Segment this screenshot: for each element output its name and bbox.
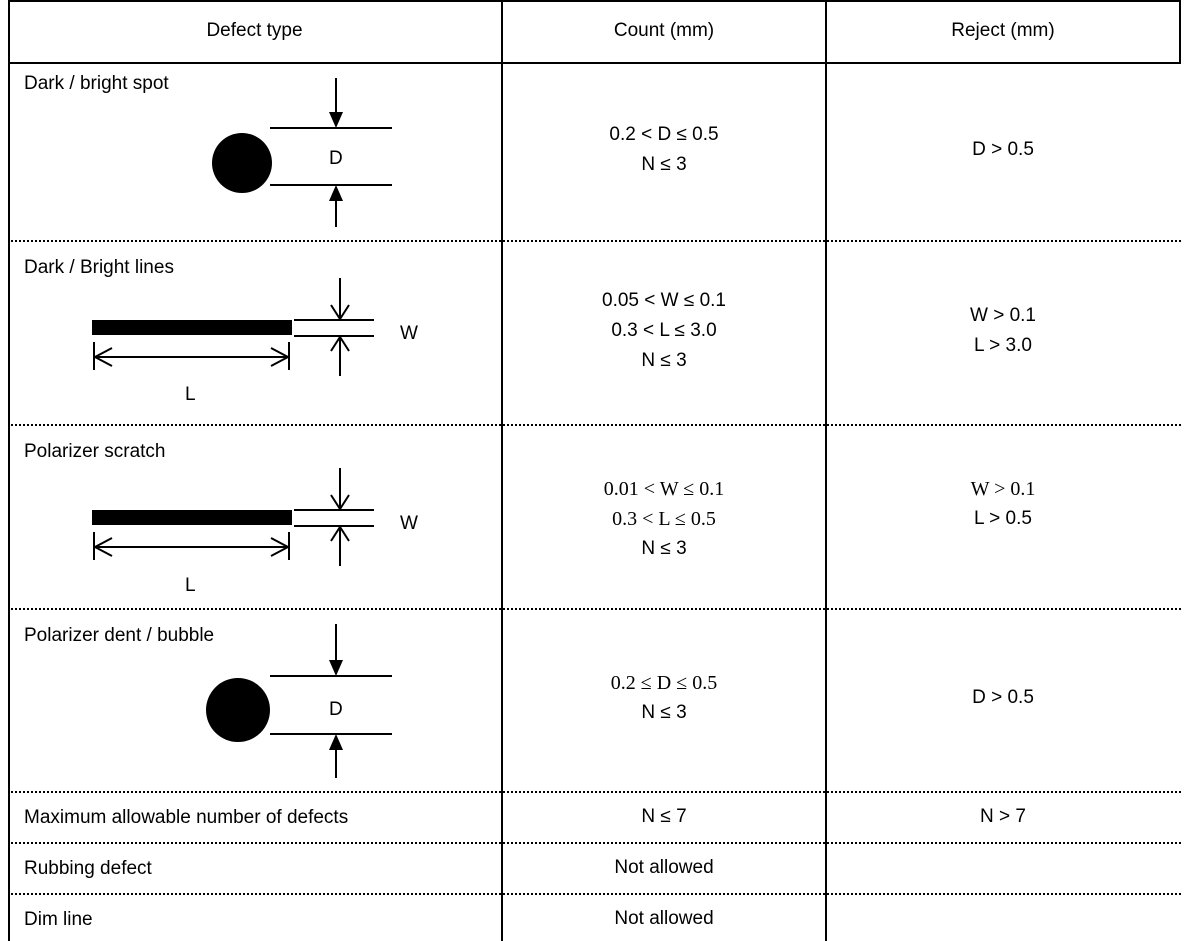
criteria-line: N ≤ 7 (641, 806, 687, 827)
line-width-length-diagram (92, 278, 374, 376)
header-divider (8, 62, 1181, 64)
criteria-line: D > 0.5 (972, 139, 1034, 160)
criteria-line: N ≤ 3 (641, 702, 687, 723)
table-border-right (1179, 0, 1181, 62)
criteria-line: L > 0.5 (974, 508, 1032, 529)
criteria-line: N ≤ 3 (641, 154, 687, 175)
table-border-top (8, 0, 1181, 2)
criteria-line: N ≤ 3 (641, 538, 687, 559)
column-divider-2 (825, 0, 827, 941)
reject-criteria: D > 0.5 (827, 683, 1179, 713)
criteria-line: 0.2 ≤ D ≤ 0.5 (610, 672, 718, 694)
defect-name: Dark / bright spot (24, 73, 169, 94)
count-criteria: 0.05 < W ≤ 0.1 0.3 < L ≤ 3.0 N ≤ 3 (503, 286, 825, 376)
diagram-label-d: D (329, 699, 343, 720)
reject-criteria: W > 0.1 L > 3.0 (827, 301, 1179, 361)
count-criteria: 0.2 ≤ D ≤ 0.5 N ≤ 3 (503, 668, 825, 728)
criteria-line: 0.01 < W ≤ 0.1 (603, 478, 725, 500)
criteria-line: Not allowed (614, 908, 714, 929)
count-criteria: Not allowed (503, 904, 825, 934)
defect-name: Dark / Bright lines (24, 257, 174, 278)
column-divider-1 (501, 0, 503, 941)
criteria-line: L > 3.0 (974, 335, 1032, 356)
diagram-label-l: L (185, 575, 196, 596)
table-border-left (8, 0, 10, 941)
dent-diameter-diagram (206, 624, 392, 778)
header-count: Count (mm) (613, 20, 715, 41)
criteria-line: 0.05 < W ≤ 0.1 (602, 290, 726, 311)
header-defect-type: Defect type (206, 20, 303, 41)
defect-name: Polarizer dent / bubble (24, 625, 215, 646)
criteria-line: N ≤ 3 (641, 350, 687, 371)
criteria-line: W > 0.1 (970, 478, 1036, 500)
count-criteria: 0.2 < D ≤ 0.5 N ≤ 3 (503, 120, 825, 180)
reject-criteria: W > 0.1 L > 0.5 (827, 474, 1179, 534)
defect-criteria-table: Defect type Count (mm) Reject (mm) Dark … (8, 0, 1181, 941)
header-reject: Reject (mm) (951, 20, 1055, 41)
scratch-width-length-diagram (92, 468, 374, 566)
count-criteria: 0.01 < W ≤ 0.1 0.3 < L ≤ 0.5 N ≤ 3 (503, 474, 825, 564)
spot-diameter-diagram (212, 78, 392, 227)
diagram-label-w: W (400, 323, 418, 344)
diagram-label-l: L (185, 384, 196, 405)
criteria-line: 0.3 < L ≤ 0.5 (612, 508, 716, 530)
row-divider (8, 240, 1181, 242)
count-criteria: Not allowed (503, 853, 825, 883)
diagram-label-d: D (329, 148, 343, 169)
row-divider (8, 791, 1181, 793)
criteria-line: W > 0.1 (970, 305, 1036, 326)
row-divider (8, 424, 1181, 426)
count-criteria: N ≤ 7 (503, 802, 825, 832)
defect-name: Dim line (24, 909, 93, 930)
diagram-label-w: W (400, 513, 418, 534)
reject-criteria: D > 0.5 (827, 135, 1179, 165)
row-divider (8, 893, 1181, 895)
criteria-line: Not allowed (614, 857, 714, 878)
defect-name: Maximum allowable number of defects (24, 807, 349, 828)
reject-criteria: N > 7 (827, 802, 1179, 832)
defect-name: Polarizer scratch (24, 441, 166, 462)
row-divider (8, 608, 1181, 610)
criteria-line: 0.3 < L ≤ 3.0 (611, 320, 717, 341)
defect-name: Rubbing defect (24, 858, 152, 879)
criteria-line: 0.2 < D ≤ 0.5 (609, 124, 719, 145)
criteria-line: D > 0.5 (972, 687, 1034, 708)
row-divider (8, 842, 1181, 844)
criteria-line: N > 7 (980, 806, 1026, 827)
